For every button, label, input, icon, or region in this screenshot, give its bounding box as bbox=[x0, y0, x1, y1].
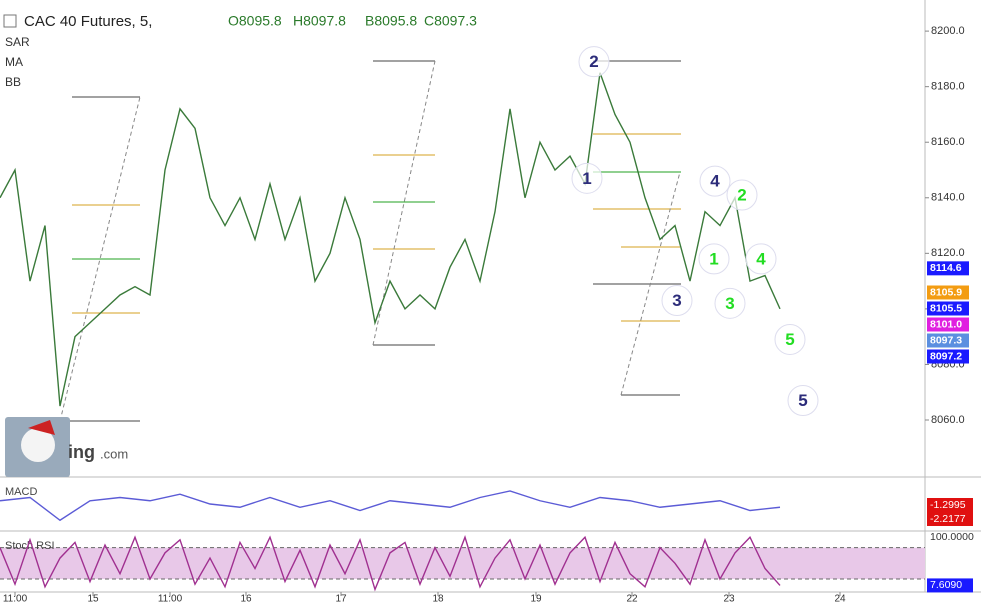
macd-tag bbox=[927, 498, 973, 512]
x-tick-label: 22 bbox=[626, 594, 638, 604]
chart-title: CAC 40 Futures, 5, bbox=[24, 13, 152, 30]
stoch-tag-label: 100.0000 bbox=[930, 531, 974, 543]
x-tick-label: 11:00 bbox=[3, 594, 28, 604]
price-tag bbox=[927, 317, 969, 332]
series-line bbox=[0, 535, 781, 592]
macd-tag-label: -1.2995 bbox=[930, 499, 966, 511]
ohlc-value: O8095.8 bbox=[228, 13, 282, 29]
level-lines bbox=[59, 60, 681, 422]
price-tag-label: 8114.6 bbox=[930, 262, 962, 274]
y-tick-label: 8200.0 bbox=[931, 25, 965, 37]
indicator-label: BB bbox=[5, 75, 21, 89]
stoch-tag-label: 7.6090 bbox=[930, 579, 962, 591]
wave-label: 2 bbox=[737, 185, 746, 204]
x-tick-label: 24 bbox=[834, 594, 846, 604]
y-tick-label: 8140.0 bbox=[931, 192, 965, 204]
indicator-label: MA bbox=[5, 55, 23, 69]
wave-label: 2 bbox=[589, 52, 598, 71]
y-tick-label: 8060.0 bbox=[931, 414, 965, 426]
wave-label: 4 bbox=[710, 172, 720, 191]
price-tag-label: 8101.0 bbox=[930, 318, 962, 330]
x-tick-label: 15 bbox=[87, 594, 99, 604]
price-tag-label: 8105.5 bbox=[930, 302, 962, 314]
price-tag-label: 8105.9 bbox=[930, 286, 962, 298]
wave-label: 3 bbox=[725, 294, 734, 313]
price-tag-label: 8097.3 bbox=[930, 334, 962, 346]
wave-circle bbox=[745, 243, 777, 275]
macd-tag bbox=[927, 512, 973, 526]
ohlc-value: B8095.8 bbox=[365, 13, 417, 29]
wave-circle bbox=[698, 243, 730, 275]
wave-circle bbox=[726, 179, 758, 211]
series-line bbox=[0, 72, 781, 407]
macd-tag-label: -2.2177 bbox=[930, 513, 966, 525]
wave-circle bbox=[571, 162, 603, 194]
wave-circle bbox=[699, 165, 731, 197]
x-tick-label: 17 bbox=[335, 594, 347, 604]
wave-circle bbox=[578, 46, 610, 78]
x-tick-label: 23 bbox=[723, 594, 735, 604]
svg-text:ing: ing bbox=[68, 442, 95, 462]
y-tick-label: 8180.0 bbox=[931, 81, 965, 93]
price-tag bbox=[927, 285, 969, 300]
pane-label: MACD bbox=[5, 486, 37, 498]
wave-label: 1 bbox=[709, 249, 718, 268]
indicator-label: SAR bbox=[5, 35, 30, 49]
x-tick-label: 18 bbox=[432, 594, 444, 604]
ohlc-value: H8097.8 bbox=[293, 13, 346, 29]
y-tick-label: 8120.0 bbox=[931, 247, 965, 259]
wave-circle bbox=[774, 323, 806, 355]
stoch-band bbox=[0, 547, 925, 579]
stoch-tag bbox=[927, 578, 973, 593]
wave-label: 3 bbox=[672, 291, 681, 310]
x-tick-label: 16 bbox=[240, 594, 252, 604]
wave-circle bbox=[661, 285, 693, 317]
logo: ing .com bbox=[5, 417, 128, 477]
wave-label: 5 bbox=[798, 391, 807, 410]
price-tag bbox=[927, 261, 969, 276]
x-tick-label: 19 bbox=[530, 594, 542, 604]
y-tick-label: 8160.0 bbox=[931, 136, 965, 148]
wave-label: 5 bbox=[785, 330, 794, 349]
series-line bbox=[0, 490, 781, 522]
x-tick-label: 11:00 bbox=[158, 594, 183, 604]
price-tag bbox=[927, 333, 969, 348]
ohlc-value: C8097.3 bbox=[424, 13, 477, 29]
price-tag bbox=[927, 301, 969, 316]
svg-text:.com: .com bbox=[100, 446, 128, 461]
wave-label: 4 bbox=[756, 249, 766, 268]
price-tag bbox=[927, 349, 969, 364]
pane-label: Stoch RSI bbox=[5, 540, 55, 552]
wave-circle bbox=[714, 287, 746, 319]
wave-circle bbox=[787, 385, 819, 417]
price-tag-label: 8097.2 bbox=[930, 350, 962, 362]
wave-label: 1 bbox=[582, 169, 591, 188]
icon bbox=[3, 14, 17, 28]
